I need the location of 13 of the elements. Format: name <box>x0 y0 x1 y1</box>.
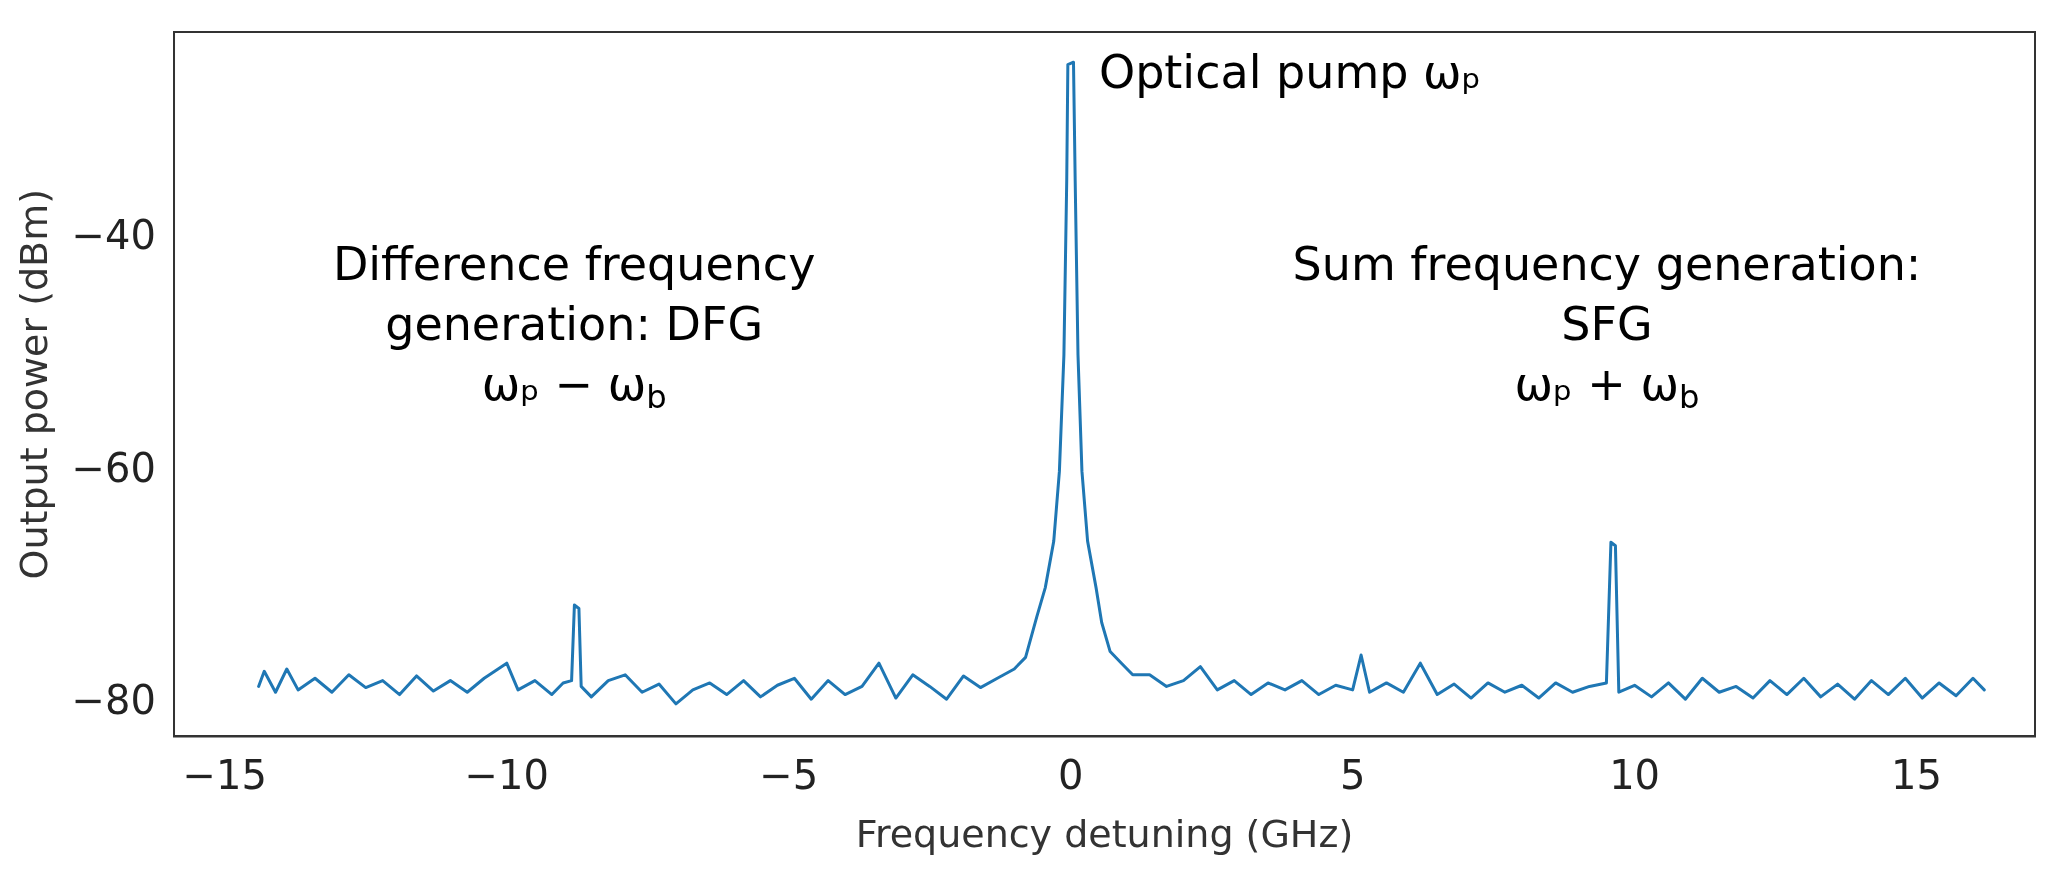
x-tick-label: −5 <box>759 751 819 798</box>
x-tick-label: −15 <box>182 751 267 798</box>
annotation: Optical pump ωₚ <box>1098 45 1482 100</box>
x-tick-label: 15 <box>1891 751 1943 798</box>
x-tick-label: 5 <box>1339 751 1366 798</box>
y-axis-title: Output power (dBm) <box>11 188 56 580</box>
x-tick-label: −10 <box>464 751 549 798</box>
y-tick-label: −60 <box>71 444 157 491</box>
y-tick-label: −80 <box>71 677 157 724</box>
x-tick-label: 10 <box>1609 751 1661 798</box>
y-tick-label: −40 <box>71 212 157 259</box>
x-tick-label: 0 <box>1057 751 1084 798</box>
x-axis-title: Frequency detuning (GHz) <box>855 812 1354 857</box>
